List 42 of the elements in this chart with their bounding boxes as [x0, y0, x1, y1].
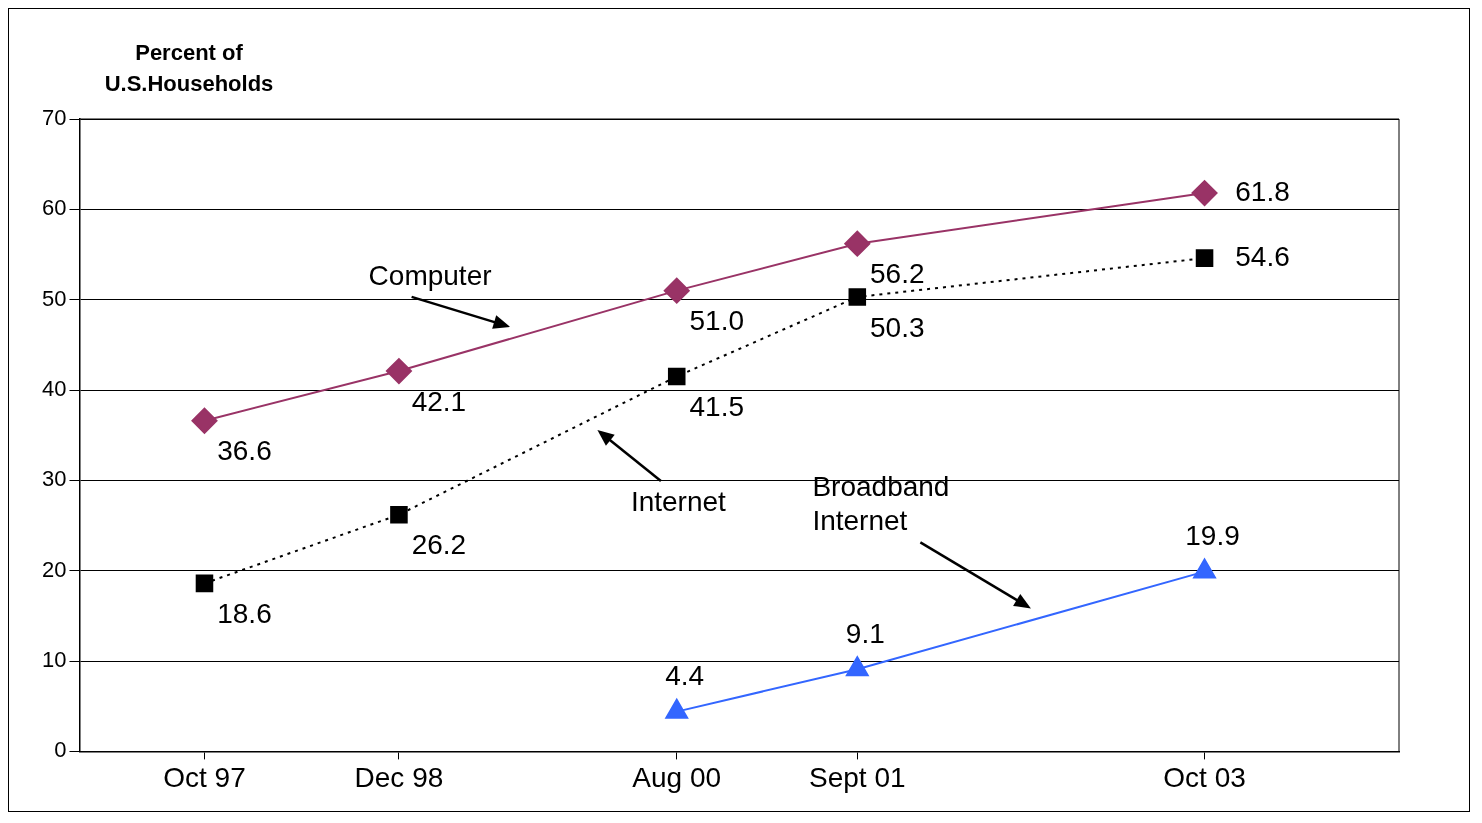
point — [665, 698, 689, 719]
data-label: 61.8 — [1235, 175, 1290, 207]
y-tick-label: 30 — [41, 466, 67, 492]
point — [1191, 180, 1218, 207]
point — [1193, 558, 1216, 579]
data-label: 42.1 — [411, 385, 467, 417]
x-tick-label: Dec 98 — [354, 761, 444, 793]
point — [845, 656, 869, 677]
point — [844, 230, 871, 257]
data-label: 56.2 — [870, 258, 925, 290]
point — [191, 407, 218, 434]
x-tick-label: Oct 03 — [1163, 761, 1246, 793]
data-label: 9.1 — [845, 617, 885, 649]
point — [390, 505, 408, 524]
point — [848, 288, 867, 306]
point — [663, 277, 690, 304]
data-label: 4.4 — [665, 660, 705, 692]
series-label: Computer — [368, 259, 492, 291]
x-tick-label: Aug 00 — [632, 761, 722, 793]
legend-label: Internet — [630, 485, 727, 517]
y-axis-title: Percent of U.S.Households — [103, 39, 275, 98]
data-label: 19.9 — [1185, 520, 1240, 552]
y-tick-label: 50 — [41, 285, 67, 311]
x-tick-label: Sept 01 — [809, 761, 906, 793]
text: Broadband Internet — [812, 471, 950, 537]
data-label: 50.3 — [870, 311, 925, 343]
data-label: 18.6 — [217, 598, 272, 630]
data-label: 36.6 — [217, 435, 272, 467]
y-tick-label: 70 — [41, 105, 67, 131]
y-tick-label: 0 — [54, 737, 67, 763]
data-label: 41.5 — [689, 391, 744, 423]
y-tick-label: 10 — [41, 647, 67, 673]
point — [667, 367, 686, 386]
y-tick-label: 60 — [41, 195, 67, 221]
data-label: 26.2 — [411, 529, 467, 561]
point — [385, 358, 412, 385]
y-tick-label: 40 — [41, 376, 67, 402]
y-tick-label: 20 — [41, 556, 67, 582]
data-label: 54.6 — [1235, 240, 1290, 272]
point — [1195, 249, 1214, 267]
data-label: 51.0 — [689, 305, 744, 337]
x-tick-label: Oct 97 — [163, 761, 246, 793]
